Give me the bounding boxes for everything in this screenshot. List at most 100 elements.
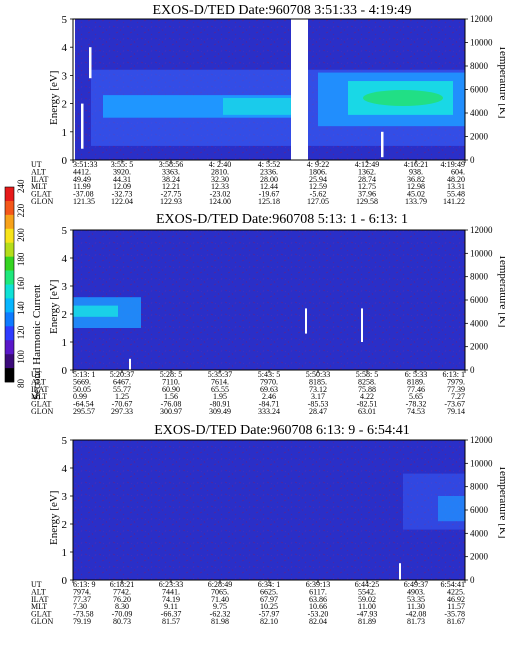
ephemeris-cell: 6:13: 9 — [73, 580, 95, 589]
ephemeris-cell: 12.33 — [211, 182, 229, 191]
ephemeris-cell: 122.93 — [160, 197, 182, 206]
ephemeris-cell: 4412. — [73, 167, 91, 176]
ephemeris-cell: 3:55: 5 — [111, 160, 133, 169]
y2-tick-label: 4000 — [470, 528, 489, 538]
ephemeris-cell: 7.27 — [451, 392, 465, 401]
colorbar-cells — [5, 187, 14, 383]
y-tick-label: 3 — [62, 491, 68, 503]
colorbar-frame — [4, 186, 15, 383]
heatmap-noise — [73, 440, 465, 580]
ephemeris-cell: -78.32 — [406, 400, 427, 409]
colorbar-tick-label: 180 — [16, 252, 26, 266]
colorbar-tick-labels: 80 100 120 140 160 180 200 220 240 — [16, 179, 26, 388]
ephemeris-cell: 75.88 — [358, 385, 376, 394]
ephemeris-cell: 0.99 — [73, 392, 87, 401]
ephemeris-cell: 127.05 — [307, 197, 329, 206]
ephemeris-cell: 4: 2:40 — [209, 160, 231, 169]
y-tick-label: 2 — [62, 309, 68, 321]
y-tick-label: 5 — [62, 14, 68, 26]
ephemeris-cell: -76.08 — [161, 400, 182, 409]
ephemeris-cell: 4:19:49 — [441, 160, 465, 169]
ephemeris-cell: 28.74 — [358, 175, 376, 184]
panel-1-title: EXOS-D/TED Date:960708 3:51:33 - 4:19:49 — [153, 3, 412, 18]
ephemeris-row-label: ILAT — [31, 175, 48, 184]
ephemeris-cell: 124.00 — [209, 197, 231, 206]
ephemeris-cell: 5:43: 5 — [258, 370, 280, 379]
colorbar-cell — [5, 214, 14, 230]
y2-tick-label: 8000 — [470, 61, 489, 71]
ephemeris-cell: 5:35:37 — [208, 370, 232, 379]
ephemeris-cell: 63.86 — [309, 595, 327, 604]
panel-3: EXOS-D/TED Date:960708 6:13: 9 - 6:54:41… — [31, 423, 505, 626]
ephemeris-cell: 8189. — [407, 377, 425, 386]
ephemeris-cell: -5.62 — [310, 190, 327, 199]
y-tick-label: 1 — [62, 337, 68, 349]
ephemeris-cell: -35.78 — [444, 610, 465, 619]
ephemeris-cell: 4: 5:52 — [258, 160, 280, 169]
ephemeris-cell: 74.53 — [407, 407, 425, 416]
ephemeris-row-label: GLON — [31, 197, 53, 206]
ephemeris-cell: 11.00 — [358, 602, 376, 611]
ephemeris-cell: -82.51 — [357, 400, 378, 409]
colorbar-tick-label: 80 — [16, 379, 26, 389]
ephemeris-cell: 2.46 — [262, 392, 276, 401]
ephemeris-cell: -70.09 — [112, 610, 133, 619]
colorbar-cell — [5, 187, 14, 202]
ephemeris-cell: -84.71 — [259, 400, 280, 409]
ephemeris-row-label: UT — [31, 160, 42, 169]
ephemeris-cell: 4:12:49 — [355, 160, 379, 169]
ephemeris-cell: -70.67 — [112, 400, 133, 409]
ephemeris-cell: 6:44:25 — [355, 580, 379, 589]
ephemeris-cell: 81.98 — [211, 617, 229, 626]
ephemeris-cell: 77.46 — [407, 385, 425, 394]
ephemeris-cell: -23.02 — [210, 190, 231, 199]
colorbar-cell — [5, 368, 14, 383]
colorbar-cell — [5, 298, 14, 313]
ephemeris-cell: 79.19 — [73, 617, 91, 626]
ephemeris-cell: -32.73 — [112, 190, 133, 199]
ephemeris-cell: 12.98 — [407, 182, 425, 191]
ephemeris-cell: -47.93 — [357, 610, 378, 619]
ephemeris-cell: 6:34: 1 — [258, 580, 280, 589]
ephemeris-cell: -37.08 — [73, 190, 94, 199]
ephemeris-cell: 1.95 — [213, 392, 227, 401]
ephemeris-cell: 3:58:56 — [159, 160, 183, 169]
ephemeris-cell: 48.20 — [447, 175, 465, 184]
ephemeris-cell: 604. — [451, 167, 465, 176]
ephemeris-cell: 7441. — [162, 587, 180, 596]
ephemeris-cell: 297.33 — [111, 407, 133, 416]
panel-2-title: EXOS-D/TED Date:960708 5:13: 1 - 6:13: 1 — [156, 212, 408, 227]
data-spike — [89, 47, 92, 79]
ephemeris-cell: 6:54:41 — [441, 580, 465, 589]
y2-tick-label: 0 — [470, 365, 475, 375]
ephemeris-cell: 9.11 — [164, 602, 178, 611]
ephemeris-cell: 6:18:21 — [110, 580, 134, 589]
ephemeris-cell: 4: 9:22 — [307, 160, 329, 169]
y2-tick-label: 4000 — [470, 108, 489, 118]
colorbar-tick-label: 100 — [16, 350, 26, 364]
y2-tick-label: 0 — [470, 575, 475, 585]
panel-2-plot-area — [72, 229, 466, 371]
colorbar-label: Second Harmonic Current — [31, 285, 43, 400]
ephemeris-cell: -80.91 — [210, 400, 231, 409]
ephemeris-cell: -53.20 — [308, 610, 329, 619]
ephemeris-cell: 11.30 — [407, 602, 425, 611]
y-tick-label: 4 — [62, 253, 68, 265]
colorbar-cell — [5, 354, 14, 369]
panel-3-ephemeris-table: UT 6:13: 9 6:18:21 6:23:33 6:28:49 6:34: 1 6:3… — [31, 580, 465, 626]
ephemeris-cell: 55.48 — [447, 190, 465, 199]
ephemeris-cell: 122.04 — [111, 197, 133, 206]
y-tick-label: 5 — [62, 225, 68, 237]
ephemeris-cell: -57.97 — [259, 610, 280, 619]
ephemeris-cell: 65.55 — [211, 385, 229, 394]
ephemeris-cell: 7974. — [73, 587, 91, 596]
heatmap-band-high — [73, 305, 118, 317]
ephemeris-cell: 82.10 — [260, 617, 278, 626]
ephemeris-cell: 28.47 — [309, 407, 327, 416]
ephemeris-cell: 121.35 — [73, 197, 95, 206]
ephemeris-cell: -62.32 — [210, 610, 231, 619]
ephemeris-cell: 69.63 — [260, 385, 278, 394]
ephemeris-row-label: UT — [31, 370, 42, 379]
panel-1-plot-area — [72, 18, 466, 161]
ephemeris-cell: 80.73 — [113, 617, 131, 626]
